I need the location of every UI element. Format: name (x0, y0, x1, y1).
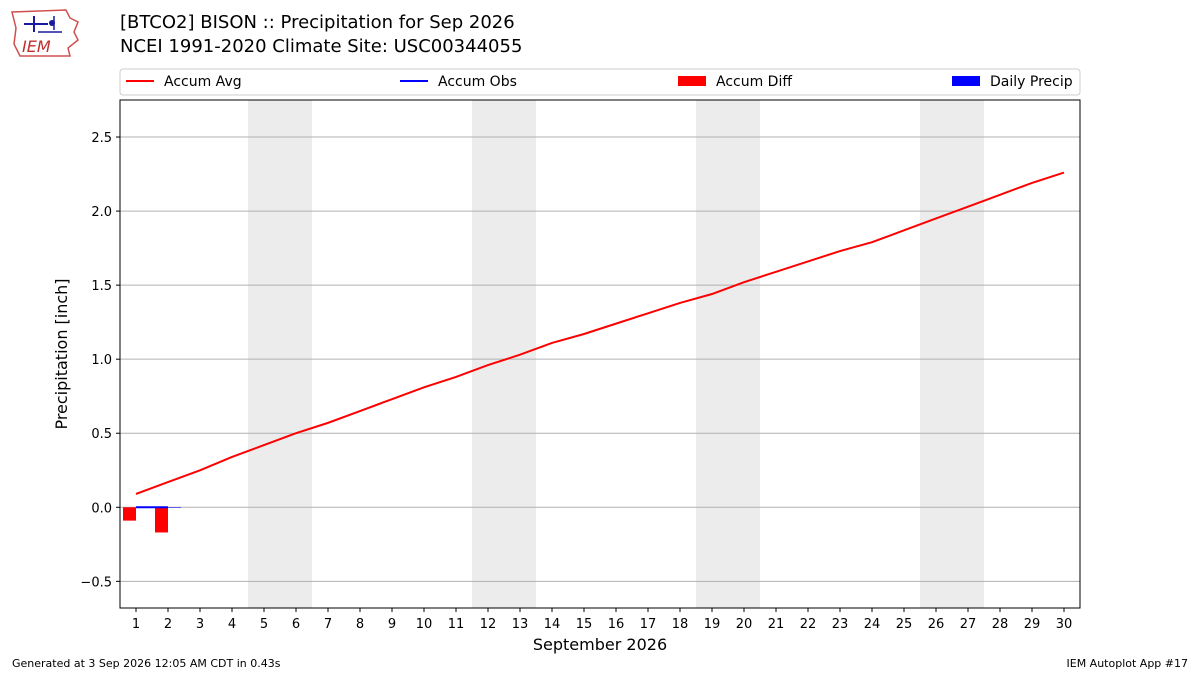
x-tick-label: 14 (544, 617, 561, 632)
x-tick-label: 11 (448, 617, 465, 632)
x-tick-label: 29 (1024, 617, 1041, 632)
weekend-shade (920, 100, 984, 608)
x-tick-label: 8 (356, 617, 364, 632)
x-axis-label: September 2026 (533, 635, 667, 654)
legend-swatch-bar (678, 76, 706, 86)
iem-logo: IEM (8, 6, 82, 64)
logo-text: IEM (22, 37, 51, 56)
chart-title: [BTCO2] BISON :: Precipitation for Sep 2… (120, 12, 515, 33)
y-tick-label: 1.0 (91, 353, 112, 368)
legend-label: Accum Diff (716, 74, 792, 90)
x-tick-label: 10 (416, 617, 433, 632)
weekend-shade (248, 100, 312, 608)
x-tick-label: 5 (260, 617, 268, 632)
accum-diff-bar (155, 507, 168, 533)
x-tick-label: 1 (132, 617, 140, 632)
x-tick-label: 9 (388, 617, 396, 632)
app-credit: IEM Autoplot App #17 (1066, 657, 1189, 670)
plot-frame (119, 99, 1081, 609)
chart-subtitle: NCEI 1991-2020 Climate Site: USC00344055 (120, 36, 523, 57)
daily-precip-bar (168, 507, 181, 508)
x-tick-label: 2 (164, 617, 172, 632)
x-tick-label: 7 (324, 617, 332, 632)
x-tick-label: 3 (196, 617, 204, 632)
legend-box (119, 68, 1081, 96)
x-tick-label: 30 (1056, 617, 1073, 632)
x-tick-label: 25 (896, 617, 913, 632)
x-tick-label: 22 (800, 617, 817, 632)
accum-avg-line (135, 171, 1065, 495)
y-tick-label: 0.5 (91, 427, 112, 442)
x-tick-label: 6 (292, 617, 300, 632)
x-tick-label: 21 (768, 617, 785, 632)
legend-label: Accum Avg (164, 74, 242, 90)
x-tick-label: 15 (576, 617, 593, 632)
y-tick-label: 0.0 (91, 501, 112, 516)
legend-swatch-bar (952, 76, 980, 86)
x-tick-label: 12 (480, 617, 497, 632)
y-tick-label: −0.5 (80, 575, 112, 590)
x-tick-label: 19 (704, 617, 721, 632)
x-tick-label: 18 (672, 617, 689, 632)
accum-diff-bar (123, 507, 136, 521)
x-tick-label: 16 (608, 617, 625, 632)
y-tick-label: 1.5 (91, 279, 112, 294)
x-tick-label: 4 (228, 617, 236, 632)
y-tick-label: 2.5 (91, 131, 112, 146)
y-tick-label: 2.0 (91, 205, 112, 220)
x-tick-label: 24 (864, 617, 881, 632)
x-tick-label: 17 (640, 617, 657, 632)
x-tick-label: 26 (928, 617, 945, 632)
x-tick-label: 28 (992, 617, 1009, 632)
weekend-shade (472, 100, 536, 608)
x-tick-label: 27 (960, 617, 977, 632)
weekend-shade (696, 100, 760, 608)
legend: Accum Avg Accum Obs Accum Diff Daily Precip (119, 68, 1081, 96)
x-tick-label: 20 (736, 617, 753, 632)
x-tick-label: 13 (512, 617, 529, 632)
legend-label: Daily Precip (990, 74, 1073, 90)
x-tick-label: 23 (832, 617, 849, 632)
legend-label: Accum Obs (438, 74, 517, 90)
y-axis-label: Precipitation [inch] (52, 278, 71, 429)
generated-timestamp: Generated at 3 Sep 2026 12:05 AM CDT in … (12, 657, 281, 670)
